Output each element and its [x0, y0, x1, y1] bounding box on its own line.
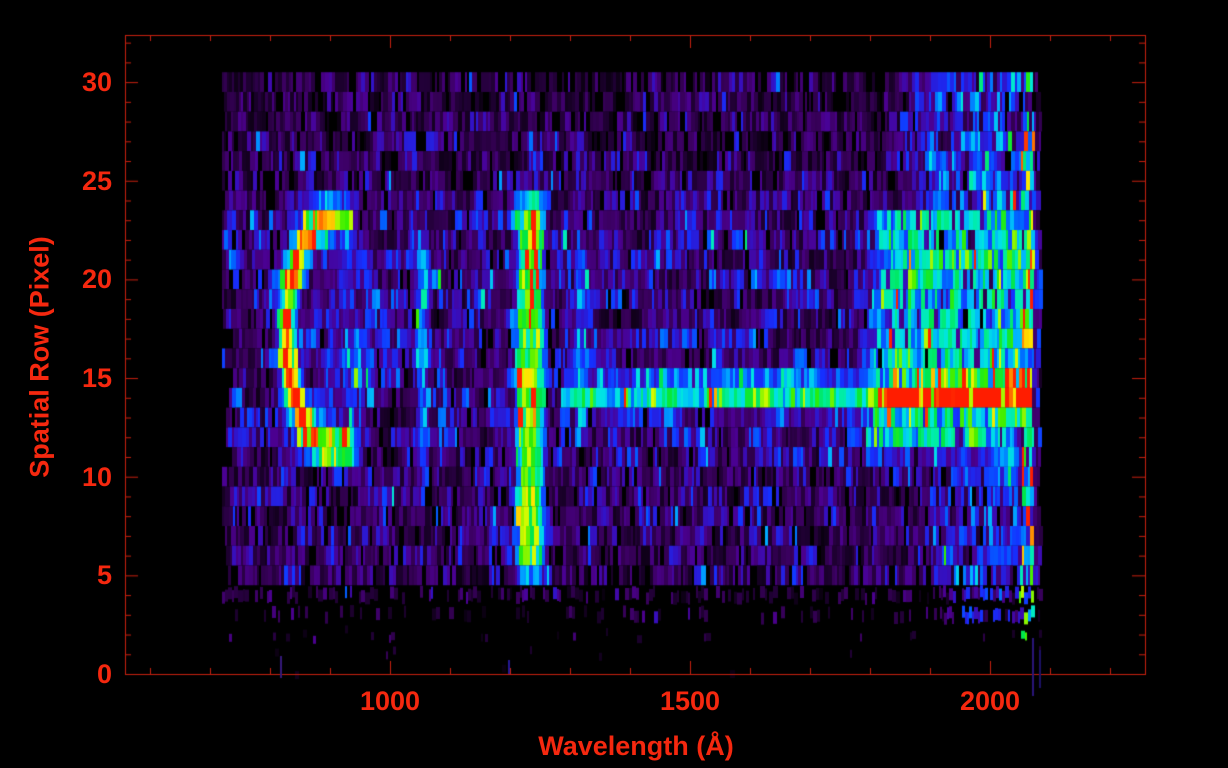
x-axis-title: Wavelength (Å): [538, 731, 734, 761]
x-tick-label: 2000: [959, 686, 1021, 716]
x-tick-label: 1000: [359, 686, 421, 716]
y-tick-label: 30: [81, 67, 112, 98]
y-tick-label: 25: [81, 165, 112, 196]
y-tick-label: 20: [81, 264, 112, 295]
x-tick-label: 1500: [659, 686, 721, 716]
y-tick-label: 5: [96, 560, 112, 591]
y-tick-label: 15: [81, 363, 112, 394]
y-tick-label: 10: [81, 461, 112, 492]
y-tick-label: 0: [96, 659, 112, 689]
y-axis-title: Spatial Row (Pixel): [24, 236, 55, 478]
